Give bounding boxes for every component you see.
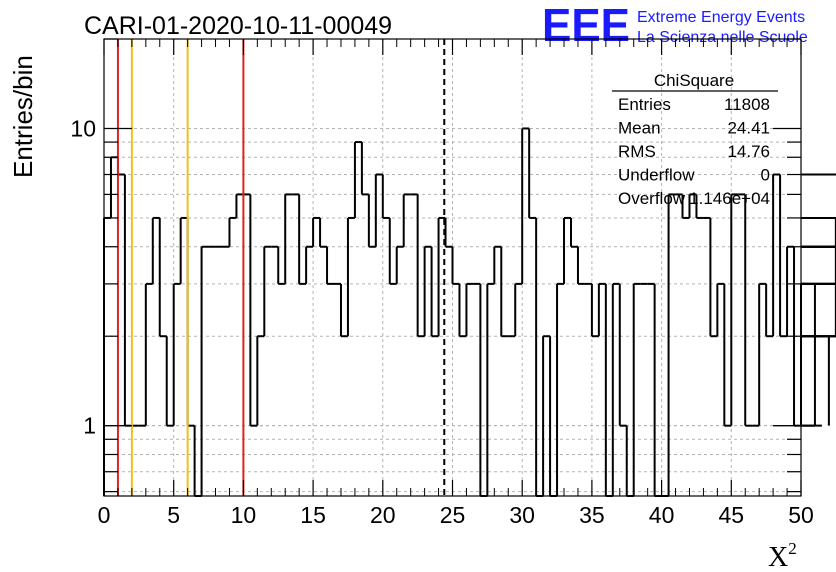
stats-value: 0 — [761, 166, 770, 185]
stats-label: Underflow — [618, 166, 695, 185]
logo-line1: Extreme Energy Events — [637, 9, 805, 26]
stats-rows: Entries 11808 Mean 24.41 RMS 14.76 Underflow 0 O… — [618, 95, 770, 208]
y-tick-label: 1 — [83, 413, 96, 439]
y-axis-label: Entries/bin — [8, 55, 38, 178]
logo-line2: La Scienza nelle Scuole — [637, 29, 808, 46]
y-tick-label: 10 — [70, 115, 96, 141]
eee-logo: EEE Extreme Energy Events La Scienza nel… — [542, 0, 808, 51]
x-tick-label: 35 — [579, 502, 605, 528]
chart-title: CARI-01-2020-10-11-00049 — [84, 12, 392, 40]
stats-value: 11808 — [724, 95, 770, 114]
stats-box: ChiSquare Entries 11808 Mean 24.41 RMS 14.76 U… — [612, 71, 778, 208]
stats-title: ChiSquare — [654, 71, 734, 90]
x-tick-label: 30 — [509, 502, 535, 528]
stats-label: Overflow — [618, 189, 686, 208]
x-tick-label: 40 — [649, 502, 675, 528]
x-tick-label: 10 — [231, 502, 257, 528]
stats-label: RMS — [618, 142, 656, 161]
logo-mark: EEE — [542, 0, 630, 51]
x-tick-label: 0 — [98, 502, 111, 528]
x-axis: 0 5 10 15 20 25 30 35 40 45 50 — [98, 39, 814, 528]
x-axis-label-base: X — [768, 542, 788, 572]
x-tick-label: 15 — [300, 502, 326, 528]
y-axis: 1 10 — [70, 38, 801, 493]
stats-label: Mean — [618, 119, 661, 138]
x-axis-label: X2 — [768, 539, 797, 572]
x-tick-label: 50 — [788, 502, 814, 528]
stats-value: 14.76 — [727, 142, 770, 161]
x-tick-label: 25 — [440, 502, 466, 528]
x-tick-label: 45 — [719, 502, 745, 528]
stats-label: Entries — [618, 95, 671, 114]
stats-value: 24.41 — [727, 119, 770, 138]
x-tick-label: 20 — [370, 502, 396, 528]
x-axis-label-sup: 2 — [788, 539, 797, 558]
marker-lines — [116, 39, 446, 496]
stats-value: 1.146e+04 — [689, 189, 770, 208]
x-tick-label: 5 — [167, 502, 180, 528]
